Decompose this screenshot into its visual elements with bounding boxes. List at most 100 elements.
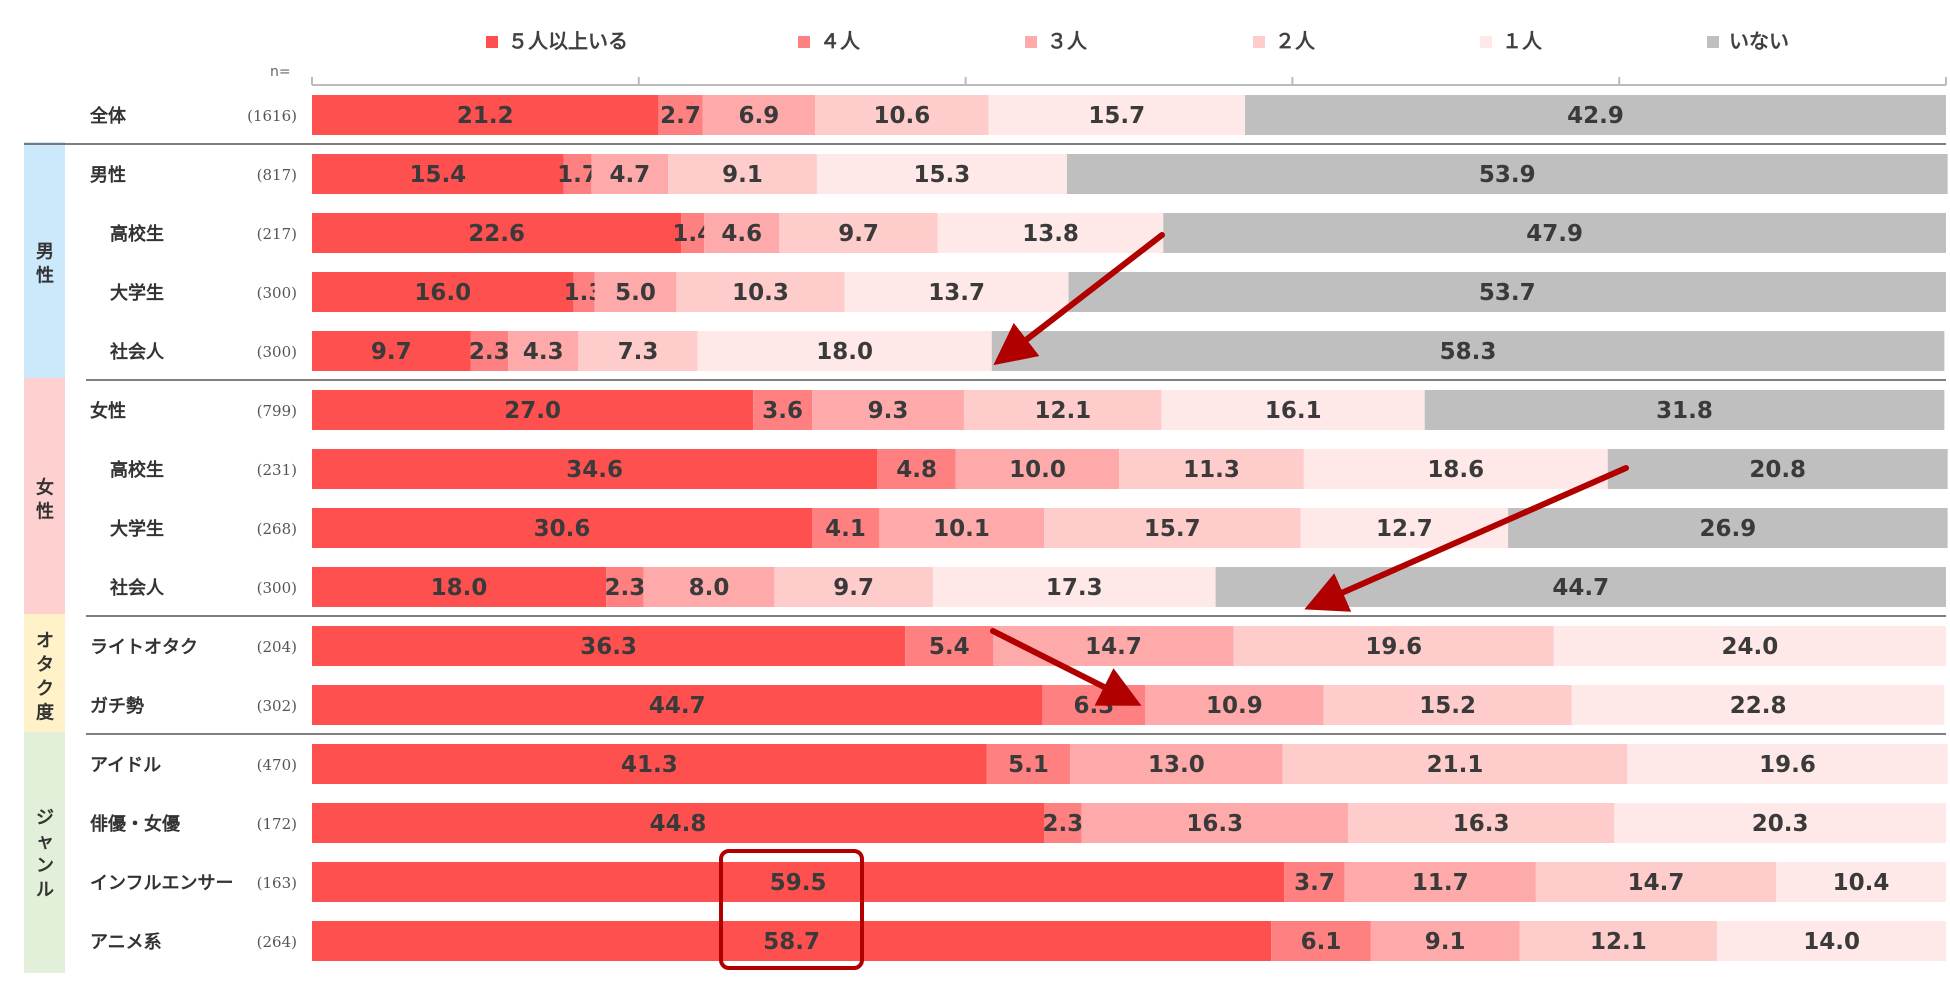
bar-segment-3 <box>774 567 933 607</box>
bar-segment-2 <box>643 567 775 607</box>
data-label-2: 5.0 <box>615 280 656 306</box>
data-label-1: 5.4 <box>929 634 970 660</box>
bar-segment-1 <box>877 449 956 489</box>
bar-segment-1 <box>606 567 644 607</box>
data-label-2: 4.7 <box>609 162 650 188</box>
group-label-1: 男性 <box>36 242 54 287</box>
data-label-4: 15.7 <box>1088 103 1145 129</box>
data-label-2: 11.7 <box>1412 870 1469 896</box>
row-label: 社会人 <box>110 577 165 599</box>
data-label-1: 4.1 <box>825 516 866 542</box>
bar-segment-0 <box>312 508 813 548</box>
data-label-1: 2.7 <box>660 103 701 129</box>
bar-segment-5 <box>1424 390 1945 430</box>
row-0: 全体 (1616) 21.2 2.7 6.9 10.6 15.7 42.9 <box>89 95 1946 135</box>
bar-segment-4 <box>1571 685 1945 725</box>
bar-segment-1 <box>753 390 813 430</box>
data-label-4: 13.8 <box>1022 221 1079 247</box>
data-label-0: 34.6 <box>566 457 623 483</box>
bar-segment-3 <box>1535 862 1777 902</box>
bar-segment-1 <box>986 744 1071 784</box>
bar-segment-4 <box>697 331 992 371</box>
bar-segment-2 <box>1081 803 1348 843</box>
bar-segment-1 <box>563 154 592 194</box>
row-2: 高校生 (217) 22.6 1.4 4.6 9.7 13.8 47.9 <box>110 213 1946 253</box>
bar-segment-0 <box>312 744 987 784</box>
data-label-2: 8.0 <box>689 575 730 601</box>
bar-segment-3 <box>676 272 845 312</box>
data-label-1: 5.1 <box>1008 752 1049 778</box>
data-label-2: 6.9 <box>739 103 780 129</box>
data-label-0: 21.2 <box>457 103 514 129</box>
bar-segment-3 <box>1044 508 1301 548</box>
data-label-1: 2.3 <box>469 339 510 365</box>
row-8: 社会人 (300) 18.0 2.3 8.0 9.7 17.3 44.7 <box>110 567 1946 607</box>
row-n: (268) <box>257 520 297 538</box>
bar-segment-0 <box>312 390 754 430</box>
group-label-2: 女性 <box>36 477 54 523</box>
row-label: 社会人 <box>110 341 165 363</box>
data-label-0: 59.5 <box>770 870 827 896</box>
bar-segment-1 <box>681 213 705 253</box>
bar-segment-1 <box>470 331 509 371</box>
bar-segment-5 <box>1607 449 1948 489</box>
trend-arrow-1 <box>1304 465 1629 612</box>
row-n: (300) <box>257 343 297 361</box>
trend-arrow-0 <box>993 232 1165 366</box>
bar-segment-5 <box>1066 154 1948 194</box>
data-label-3: 11.3 <box>1183 457 1240 483</box>
bar-segment-4 <box>1161 390 1425 430</box>
data-label-3: 15.2 <box>1419 693 1476 719</box>
bar-segment-2 <box>508 331 579 371</box>
row-5: 女性 (799) 27.0 3.6 9.3 12.1 16.1 31.8 <box>90 390 1945 430</box>
row-n: (163) <box>257 874 297 892</box>
row-n: (217) <box>257 225 297 243</box>
data-label-1: 3.6 <box>762 398 803 424</box>
row-label: 高校生 <box>110 459 164 481</box>
bar-segment-2 <box>993 626 1234 666</box>
data-label-0: 41.3 <box>621 752 678 778</box>
group-box-2 <box>24 378 65 619</box>
bar-segment-3 <box>1233 626 1554 666</box>
bar-segment-0 <box>312 331 471 371</box>
row-label: インフルエンサー <box>90 873 233 894</box>
data-label-3: 21.1 <box>1427 752 1484 778</box>
bar-segment-0 <box>312 626 906 666</box>
data-label-4: 12.7 <box>1376 516 1433 542</box>
bar-segment-3 <box>668 154 817 194</box>
group-label-3: オタク度 <box>36 631 55 724</box>
bar-segment-2 <box>1370 921 1520 961</box>
bar-segment-3 <box>1519 921 1718 961</box>
bar-segment-4 <box>1614 803 1946 843</box>
bar-segment-0 <box>312 272 574 312</box>
data-label-2: 10.1 <box>933 516 990 542</box>
group-box-1 <box>24 142 65 383</box>
row-label: 大学生 <box>110 518 164 540</box>
row-n: (1616) <box>247 107 297 125</box>
data-label-3: 10.6 <box>873 103 930 129</box>
data-label-4: 10.4 <box>1833 870 1890 896</box>
data-label-4: 22.8 <box>1730 693 1787 719</box>
bar-segment-2 <box>955 449 1120 489</box>
data-label-5: 31.8 <box>1656 398 1713 424</box>
data-label-5: 58.3 <box>1440 339 1497 365</box>
data-label-2: 10.9 <box>1206 693 1263 719</box>
data-label-3: 9.7 <box>833 575 874 601</box>
row-n: (231) <box>257 461 297 479</box>
bar-segment-2 <box>702 95 816 135</box>
row-n: (302) <box>257 697 297 715</box>
data-label-0: 30.6 <box>534 516 591 542</box>
row-label: アイドル <box>90 755 161 776</box>
data-label-3: 7.3 <box>618 339 659 365</box>
data-label-3: 19.6 <box>1365 634 1422 660</box>
data-label-4: 20.3 <box>1752 811 1809 837</box>
bar-segment-4 <box>1717 921 1946 961</box>
row-6: 高校生 (231) 34.6 4.8 10.0 11.3 18.6 20.8 <box>110 449 1948 489</box>
data-label-3: 12.1 <box>1590 929 1647 955</box>
row-label: 男性 <box>90 164 126 186</box>
bar-segment-3 <box>1347 803 1615 843</box>
bar-segment-4 <box>937 213 1164 253</box>
rows: 全体 (1616) 21.2 2.7 6.9 10.6 15.7 42.9 男性 (817) 15.… <box>89 95 1948 961</box>
row-4: 社会人 (300) 9.7 2.3 4.3 7.3 18.0 58.3 <box>110 331 1945 371</box>
data-label-1: 1.7 <box>557 162 598 188</box>
